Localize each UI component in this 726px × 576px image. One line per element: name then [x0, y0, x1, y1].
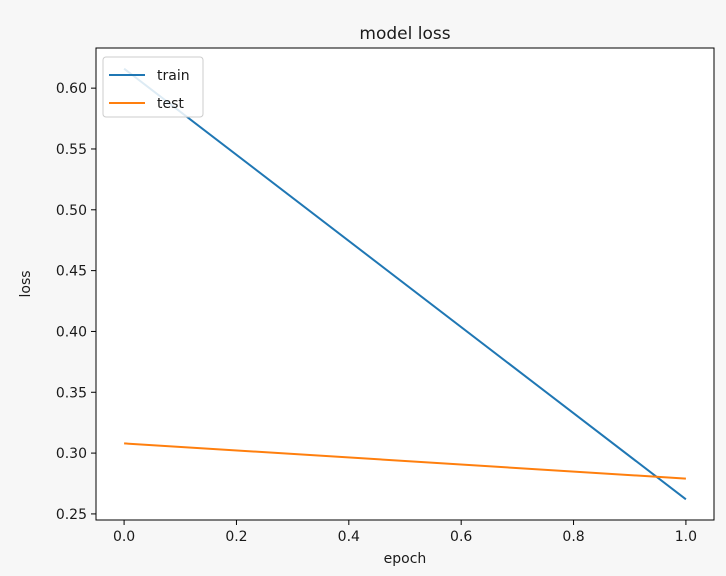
x-axis-title: epoch — [384, 551, 427, 567]
series-line-test — [124, 442, 686, 480]
y-tick-label: 0.55 — [56, 142, 87, 158]
x-tick-label: 0.6 — [450, 529, 472, 545]
y-axis-title: loss — [18, 270, 34, 297]
x-tick-label: 0.0 — [113, 529, 135, 545]
x-tick-label: 0.4 — [338, 529, 360, 545]
x-tick-label: 1.0 — [675, 529, 697, 545]
y-ticks: 0.25 0.30 0.35 0.40 0.45 0.50 0.55 0.60 — [56, 81, 96, 523]
legend: train test — [102, 56, 204, 118]
y-tick-label: 0.40 — [56, 324, 87, 340]
y-tick-label: 0.60 — [56, 81, 87, 97]
y-tick-label: 0.35 — [56, 385, 87, 401]
series-line-train — [123, 67, 687, 501]
legend-box — [102, 56, 204, 118]
x-tick-label: 0.8 — [562, 529, 584, 545]
y-tick-label: 0.25 — [56, 507, 87, 523]
y-tick-label: 0.30 — [56, 446, 87, 462]
legend-label-train: train — [157, 68, 190, 84]
y-tick-label: 0.45 — [56, 264, 87, 280]
series-lines — [123, 67, 687, 501]
chart-title: model loss — [359, 24, 450, 44]
x-tick-label: 0.2 — [225, 529, 247, 545]
legend-label-test: test — [157, 96, 184, 112]
x-ticks: 0.0 0.2 0.4 0.6 0.8 1.0 — [113, 520, 697, 545]
y-tick-label: 0.50 — [56, 203, 87, 219]
